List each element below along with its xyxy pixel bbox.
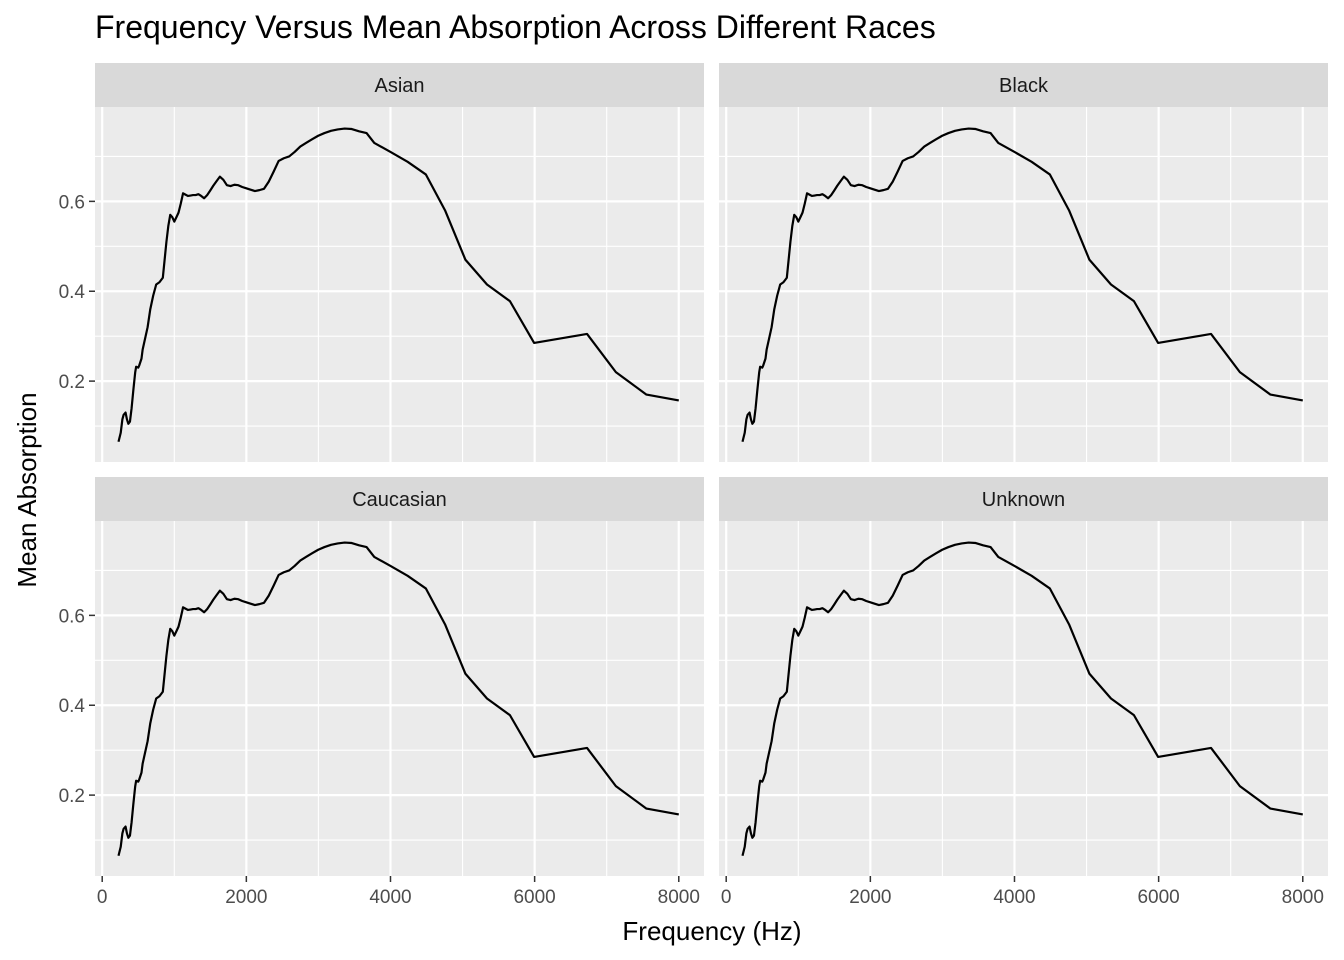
- x-axis-title: Frequency (Hz): [622, 916, 801, 946]
- series-line-caucasian: [117, 541, 679, 857]
- y-tick-label: 0.6: [59, 192, 85, 213]
- y-tick-label: 0.2: [59, 786, 85, 807]
- facet-strip: [719, 477, 1328, 521]
- facet-strip-label: Caucasian: [352, 489, 447, 511]
- facet-panel-black: Black: [719, 63, 1328, 462]
- x-tick-label: 4000: [993, 887, 1035, 908]
- facet-panel-asian: Asian 0.2 0.4 0.6: [59, 63, 704, 462]
- plot-background: [95, 521, 704, 876]
- y-tick-label: 0.6: [59, 606, 85, 627]
- x-tick-label: 2000: [849, 887, 891, 908]
- x-tick-label: 4000: [369, 887, 411, 908]
- plot-background: [95, 107, 704, 462]
- x-tick-label: 6000: [513, 887, 555, 908]
- x-tick-label: 8000: [1282, 887, 1324, 908]
- y-tick-label: 0.4: [59, 282, 86, 303]
- x-tick-label: 2000: [225, 887, 267, 908]
- series-line-black: [741, 127, 1303, 443]
- x-tick-label: 8000: [658, 887, 700, 908]
- y-tick-label: 0.2: [59, 372, 85, 393]
- facet-strip-label: Asian: [374, 75, 424, 97]
- facet-panel-unknown: Unknown 0 2000 4000 6000 8000: [719, 477, 1328, 908]
- facet-panels: Asian 0.2 0.4 0.6 Black Caucasian 0.2 0.4 0.6 0 20…: [59, 63, 1328, 908]
- facet-strip: [95, 477, 704, 521]
- facet-strip-label: Black: [999, 75, 1049, 97]
- plot-background: [719, 107, 1328, 462]
- x-tick-label: 6000: [1137, 887, 1179, 908]
- chart-title: Frequency Versus Mean Absorption Across …: [95, 9, 936, 45]
- facet-strip: [719, 63, 1328, 107]
- facet-strip: [95, 63, 704, 107]
- y-tick-label: 0.4: [59, 696, 86, 717]
- facet-strip-label: Unknown: [982, 489, 1065, 511]
- series-line-unknown: [741, 541, 1303, 857]
- x-tick-label: 0: [97, 887, 108, 908]
- plot-background: [719, 521, 1328, 876]
- x-tick-label: 0: [721, 887, 732, 908]
- y-axis-title: Mean Absorption: [12, 392, 42, 587]
- series-line-asian: [117, 127, 679, 443]
- facet-panel-caucasian: Caucasian 0.2 0.4 0.6 0 2000 4000 6000 8000: [59, 477, 704, 908]
